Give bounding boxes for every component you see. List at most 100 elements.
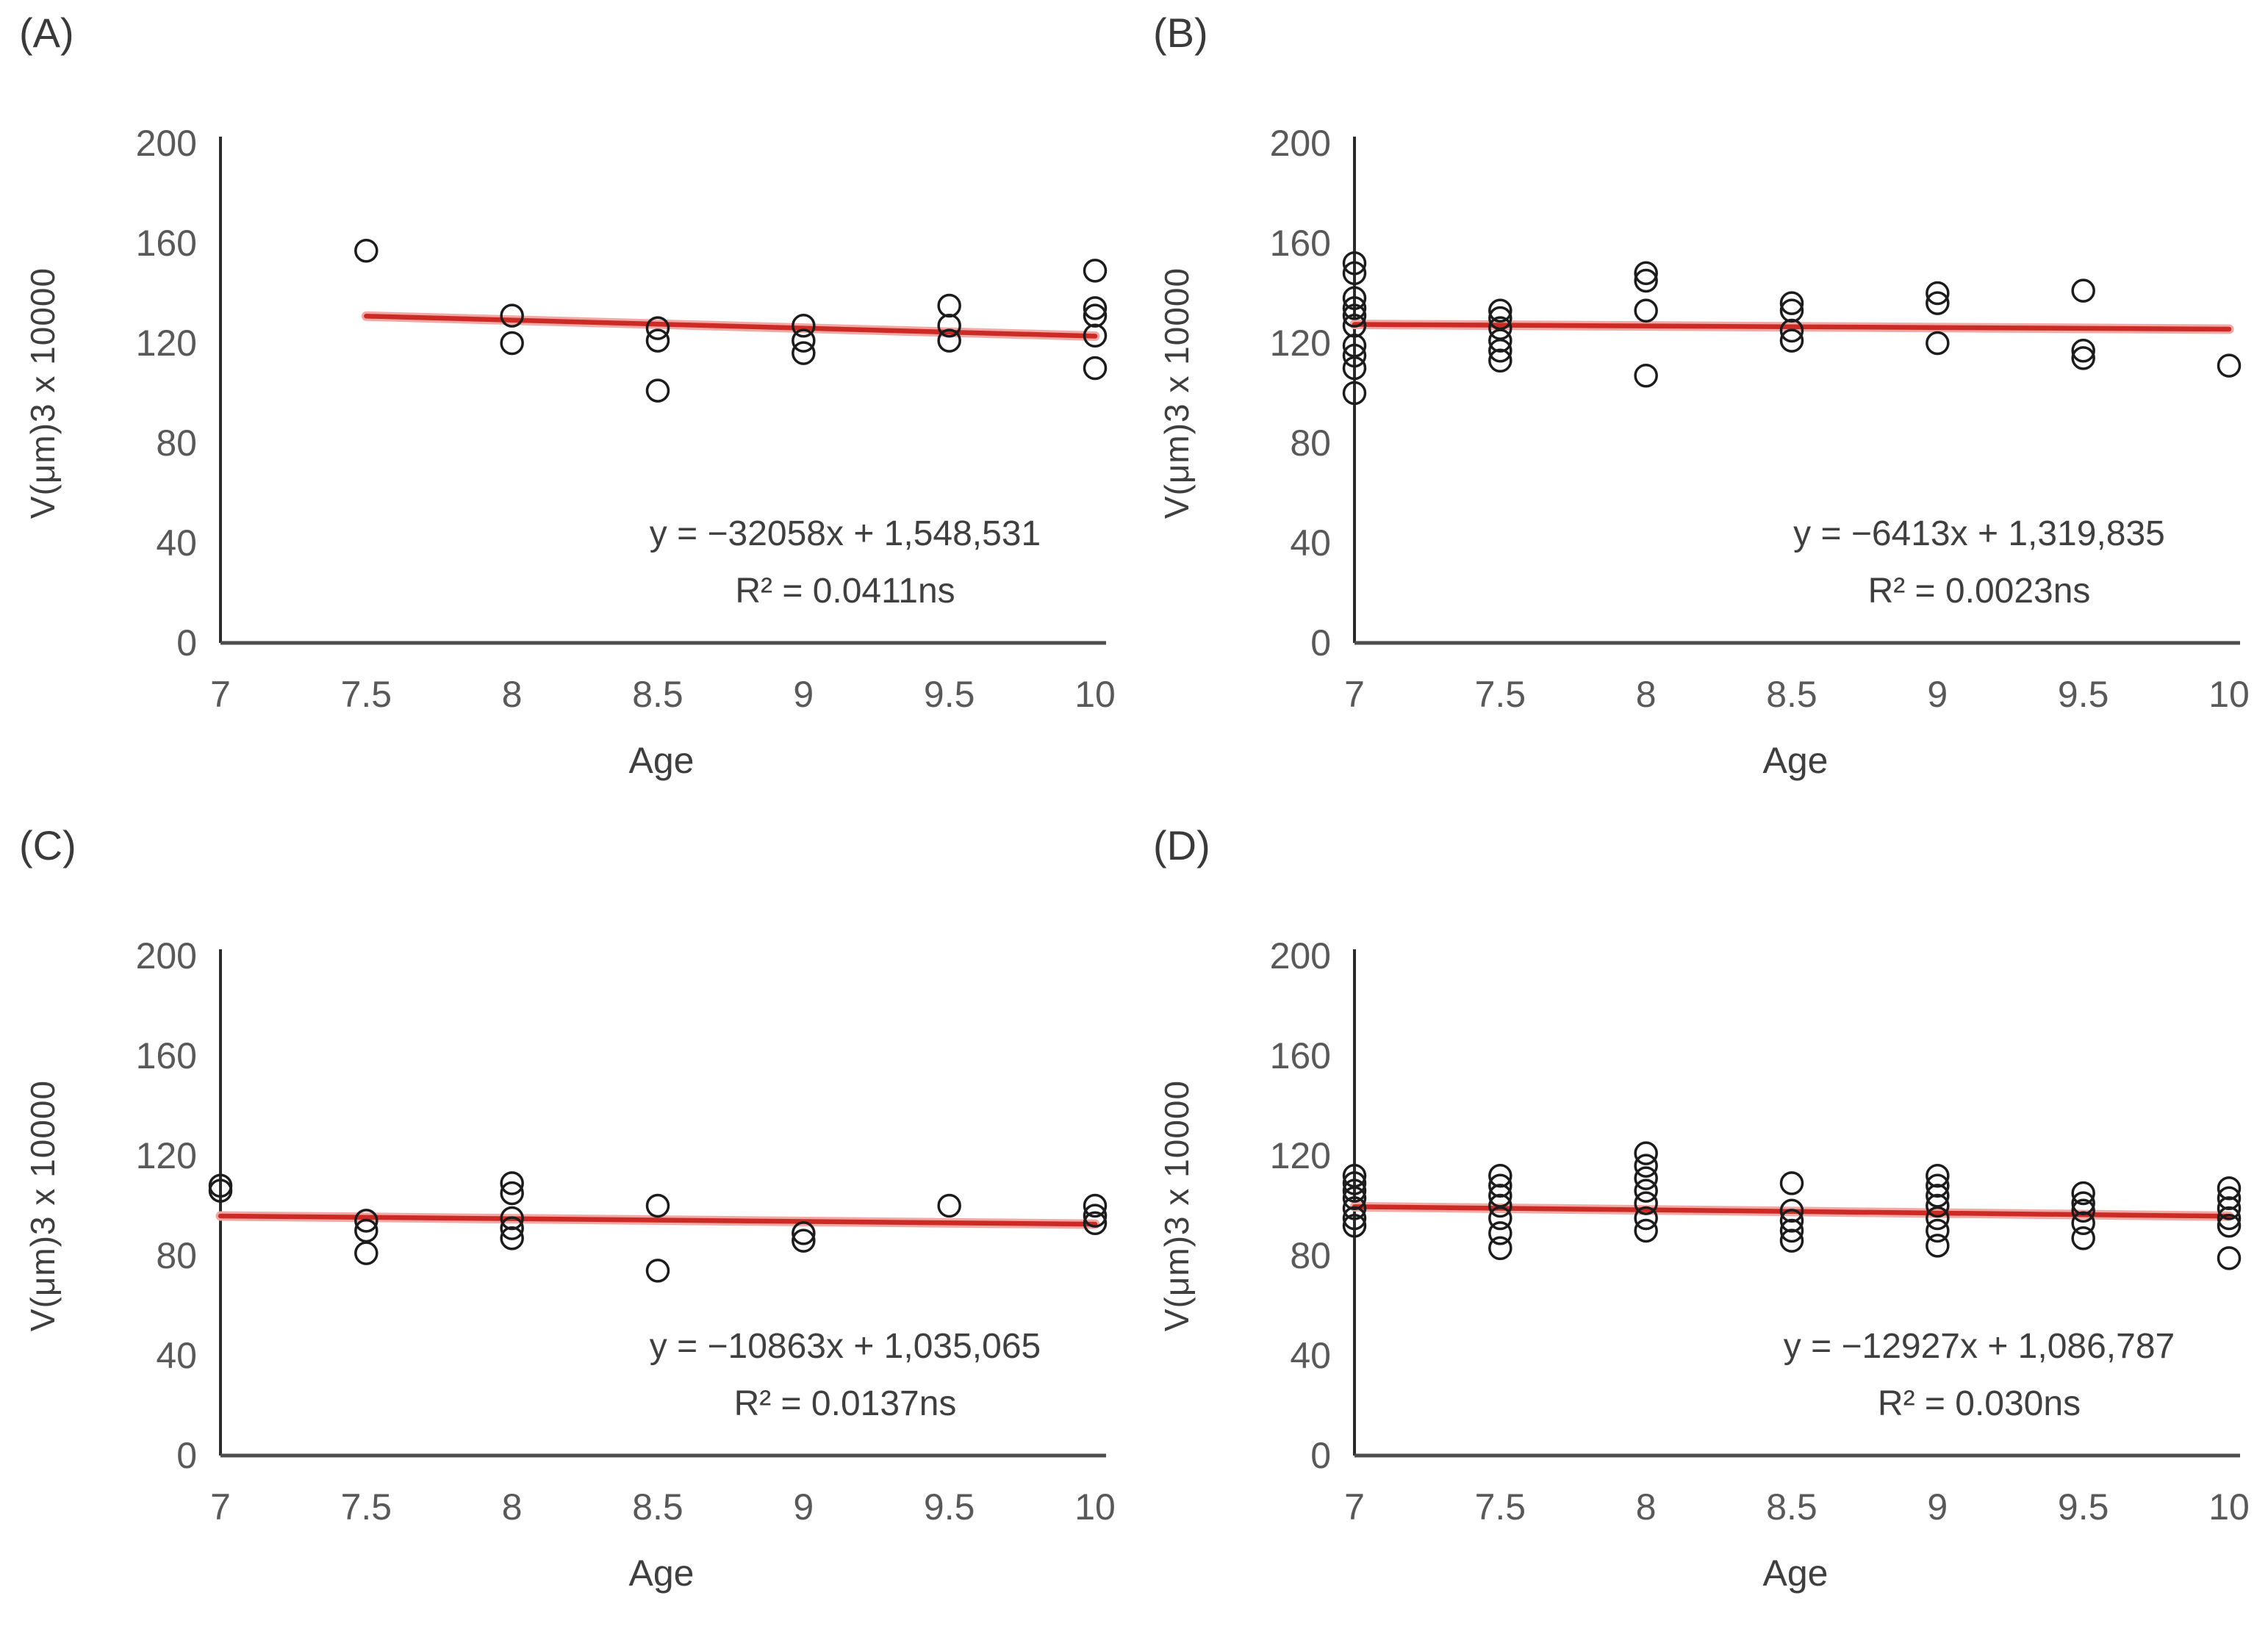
x-tick-label: 9.5 xyxy=(2058,1486,2109,1528)
y-tick-label: 120 xyxy=(1270,1135,1331,1176)
regression-annotation-c: y = −10863x + 1,035,065 R² = 0.0137ns xyxy=(581,1318,1110,1433)
data-point xyxy=(500,1226,524,1251)
data-point xyxy=(2217,1196,2242,1220)
y-tick-label: 80 xyxy=(1290,1235,1331,1276)
data-point xyxy=(1926,1234,1950,1258)
x-tick-label: 9 xyxy=(1927,1486,1948,1528)
data-point xyxy=(1488,1163,1512,1188)
data-point xyxy=(2217,353,2242,378)
y-tick-label: 160 xyxy=(1270,1035,1331,1076)
data-point xyxy=(1779,291,1804,315)
y-tick-label: 120 xyxy=(136,323,197,364)
data-point xyxy=(2217,1206,2242,1231)
panel-letter-a: (A) xyxy=(19,10,74,56)
y-tick-label: 0 xyxy=(176,622,197,663)
data-point xyxy=(354,1241,378,1265)
x-tick-label: 10 xyxy=(1074,1486,1116,1528)
x-tick-label: 8 xyxy=(502,674,523,715)
data-point xyxy=(1634,1218,1658,1243)
equation-text: y = −12927x + 1,086,787 xyxy=(1783,1327,2175,1366)
x-tick-label: 7.5 xyxy=(1475,1486,1526,1528)
data-point xyxy=(1342,381,1367,406)
panel-letter-c: (C) xyxy=(19,822,76,868)
data-point xyxy=(1488,1173,1512,1198)
x-axis-title: Age xyxy=(1762,740,1829,781)
y-tick-label: 160 xyxy=(1270,223,1331,264)
panel-letter-d: (D) xyxy=(1153,822,1210,868)
data-point xyxy=(1342,313,1367,338)
data-point xyxy=(1634,1179,1658,1203)
data-point xyxy=(2071,1198,2095,1223)
x-tick-label: 9 xyxy=(793,1486,814,1528)
data-point xyxy=(1342,1186,1367,1211)
data-point xyxy=(792,313,816,338)
y-tick-label: 160 xyxy=(136,1035,197,1076)
data-point xyxy=(1083,323,1108,348)
x-axis-title: Age xyxy=(628,1553,695,1594)
data-point xyxy=(1488,1236,1512,1261)
x-axis-title: Age xyxy=(1762,1553,1829,1594)
data-point xyxy=(1083,1193,1108,1218)
x-tick-label: 8 xyxy=(502,1486,523,1528)
data-point xyxy=(208,1179,233,1203)
trend-line xyxy=(1352,322,2232,332)
x-tick-label: 7.5 xyxy=(341,674,392,715)
data-point xyxy=(500,1206,524,1231)
y-tick-label: 40 xyxy=(1290,1335,1331,1376)
y-tick-label: 160 xyxy=(136,223,197,264)
y-tick-label: 80 xyxy=(156,422,197,464)
x-tick-label: 9 xyxy=(793,674,814,715)
data-point xyxy=(937,1193,961,1218)
y-tick-label: 200 xyxy=(1270,935,1331,976)
data-point xyxy=(1634,298,1658,323)
regression-annotation-b: y = −6413x + 1,319,835 R² = 0.0023ns xyxy=(1715,506,2244,620)
data-point xyxy=(1488,298,1512,323)
data-point xyxy=(1083,303,1108,328)
data-point xyxy=(645,1259,670,1283)
data-point xyxy=(1926,1173,1950,1198)
data-point xyxy=(1634,1166,1658,1190)
data-point xyxy=(937,328,961,353)
x-tick-label: 8.5 xyxy=(1766,674,1817,715)
data-point xyxy=(1342,296,1367,320)
y-tick-label: 40 xyxy=(156,1335,197,1376)
data-point xyxy=(1083,296,1108,320)
data-point xyxy=(1342,251,1367,276)
panel-d: (D) V(μm)3 x 10000 0 40 80 120 160 200 7 7.5 8 8.… xyxy=(1134,813,2268,1625)
r-squared-text: R² = 0.030ns xyxy=(1877,1384,2081,1423)
data-point xyxy=(645,378,670,403)
data-point xyxy=(1634,1141,1658,1165)
y-tick-label: 200 xyxy=(136,123,197,164)
data-point xyxy=(1342,356,1367,381)
data-point xyxy=(2217,1213,2242,1238)
y-tick-label: 0 xyxy=(176,1435,197,1476)
data-point xyxy=(1342,261,1367,286)
panel-letter-b: (B) xyxy=(1153,10,1208,56)
scatter-chart-a: 0 40 80 120 160 200 7 7.5 8 8.5 9 9.5 10 xyxy=(136,123,1116,715)
data-point xyxy=(1779,328,1804,353)
data-point xyxy=(1926,281,1950,306)
data-point xyxy=(2071,1181,2095,1206)
data-point xyxy=(1779,1171,1804,1195)
data-point xyxy=(1634,261,1658,286)
data-point xyxy=(500,331,524,356)
data-point xyxy=(1488,348,1512,373)
x-tick-label: 9.5 xyxy=(924,1486,975,1528)
data-point xyxy=(1342,1206,1367,1231)
x-tick-label: 9 xyxy=(1927,674,1948,715)
data-point xyxy=(937,293,961,318)
data-point xyxy=(2071,278,2095,303)
data-point xyxy=(1926,1206,1950,1231)
data-point xyxy=(500,1171,524,1195)
data-point xyxy=(792,1229,816,1253)
data-point xyxy=(792,341,816,365)
data-point xyxy=(937,313,961,338)
x-tick-label: 7 xyxy=(1344,674,1365,715)
data-point xyxy=(1083,1211,1108,1236)
equation-text: y = −32058x + 1,548,531 xyxy=(649,514,1041,553)
data-point xyxy=(1488,338,1512,363)
x-tick-label: 9.5 xyxy=(2058,674,2109,715)
data-point xyxy=(354,1209,378,1233)
x-tick-label: 8.5 xyxy=(632,1486,683,1528)
